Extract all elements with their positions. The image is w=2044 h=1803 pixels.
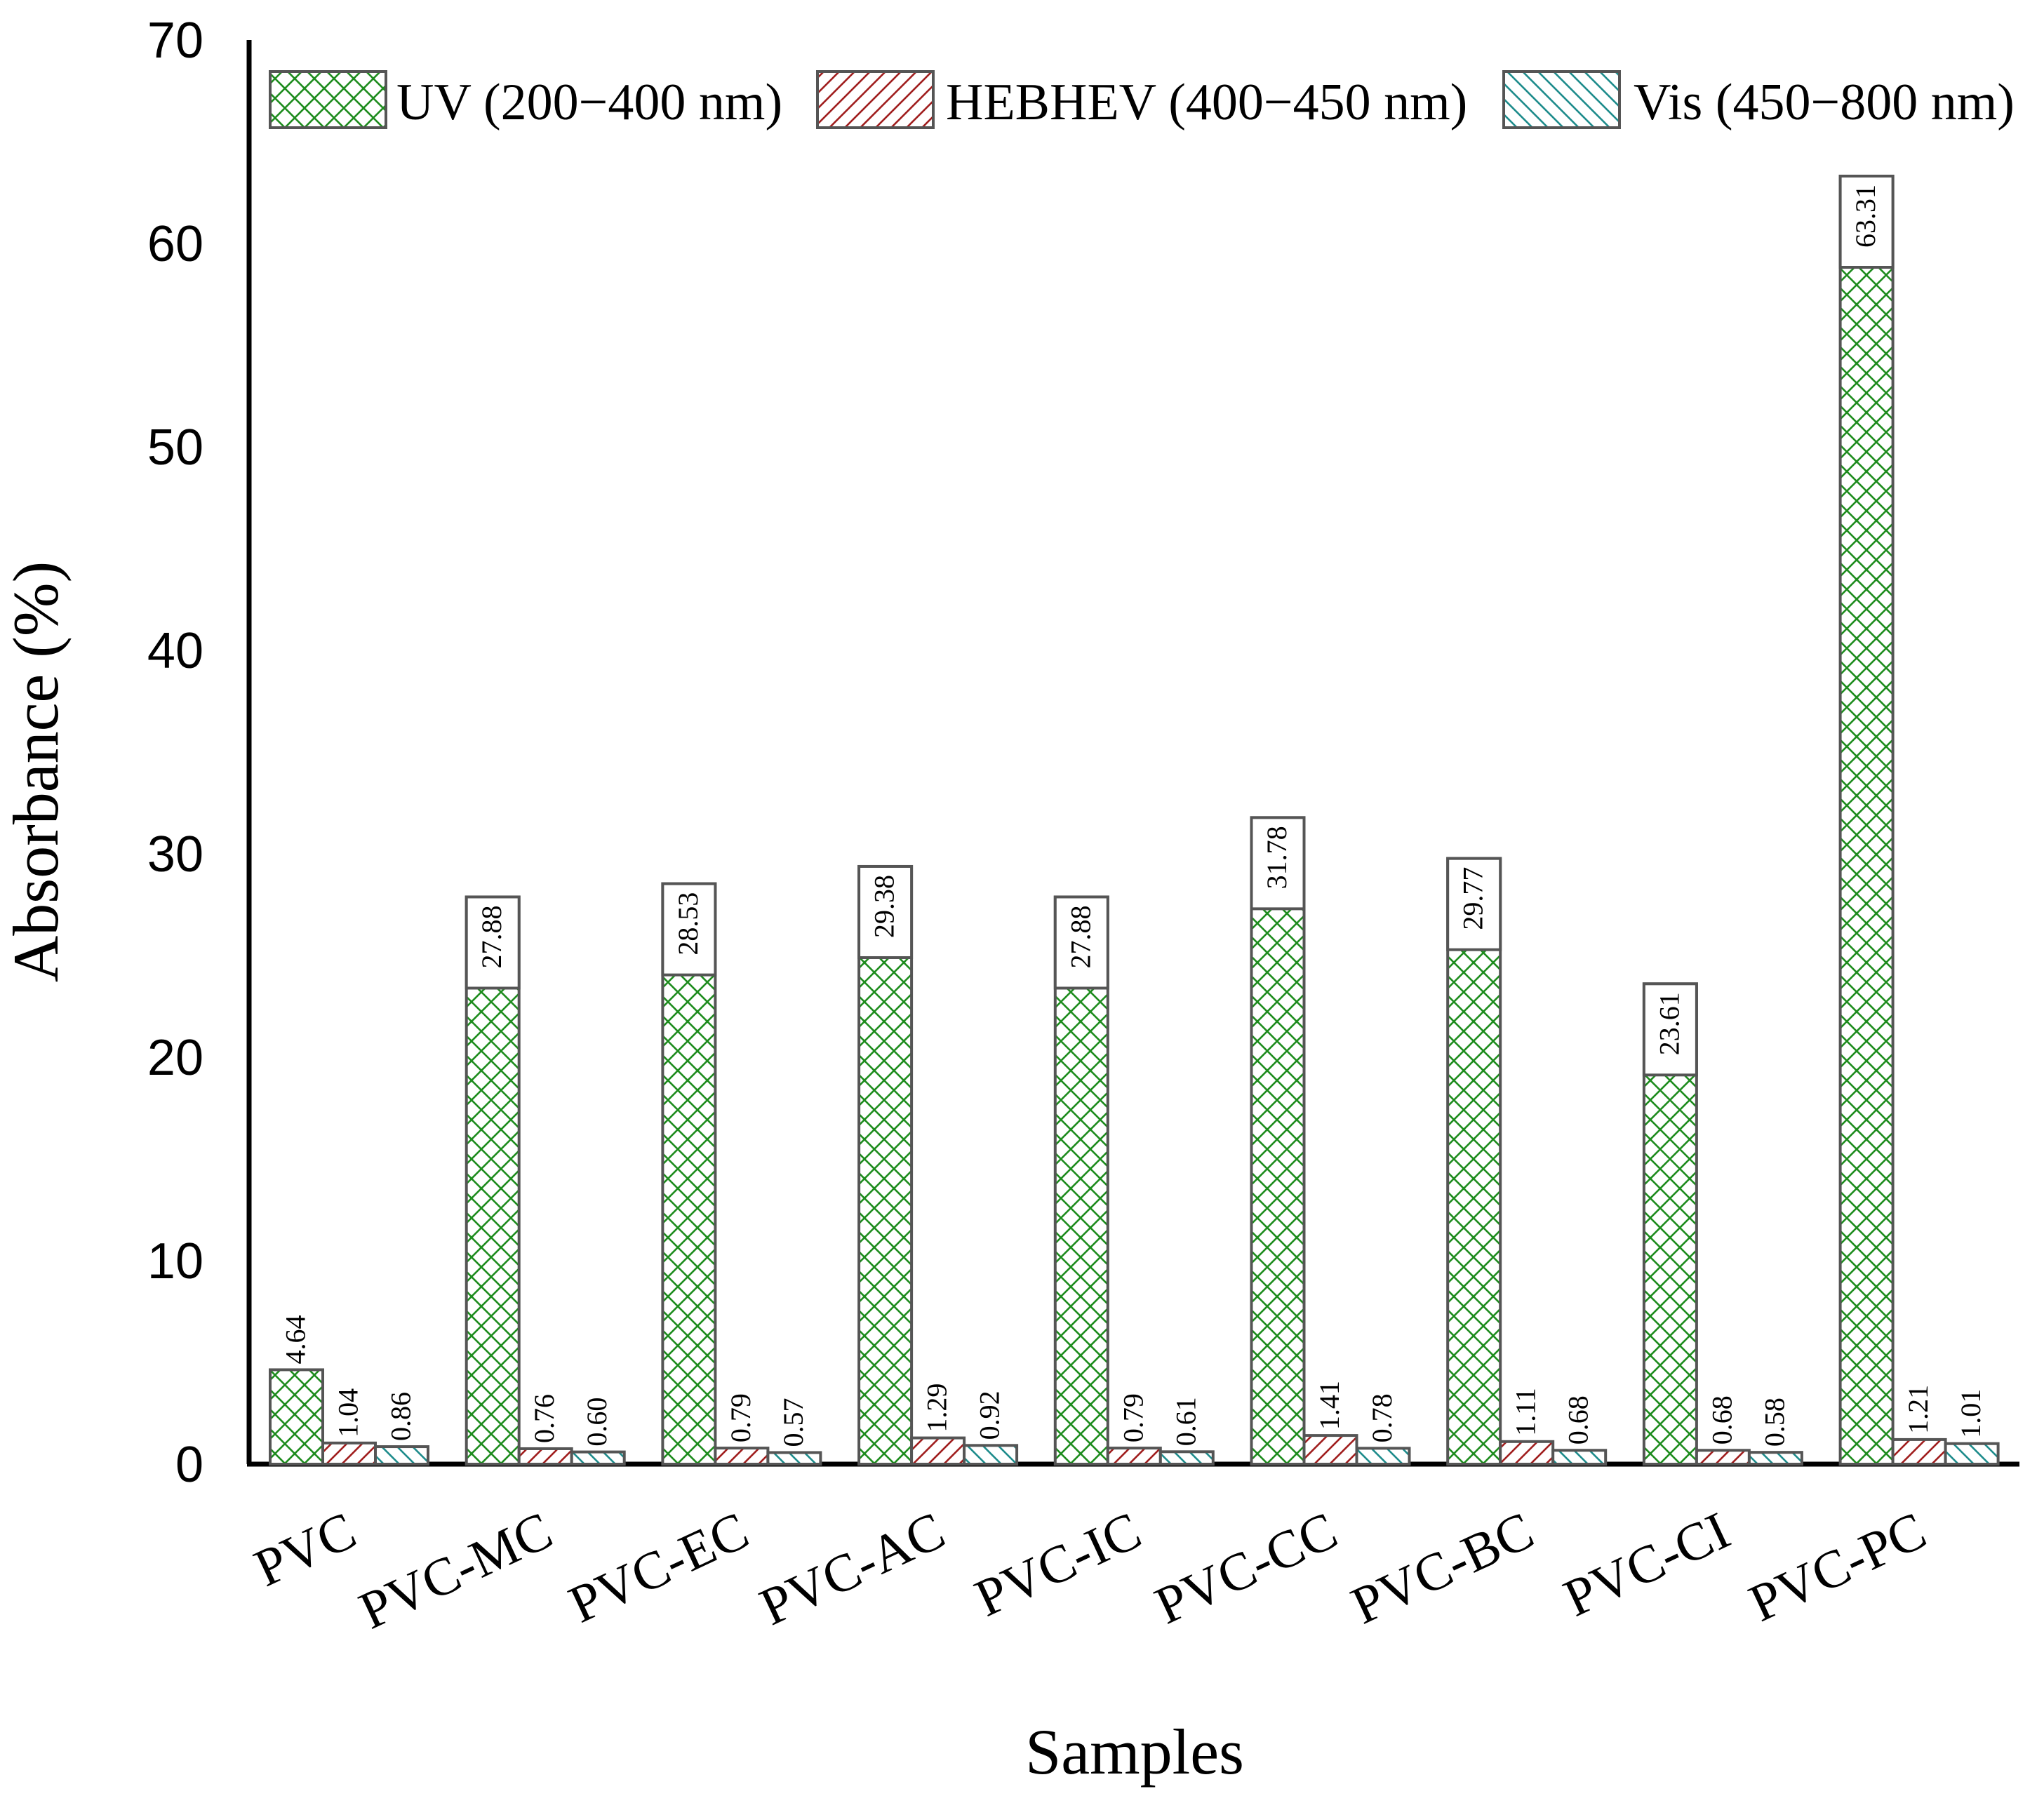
data-label-box-pvc-ic [1053, 895, 1109, 990]
data-label-uv-pvc-ic: 27.88 [1064, 905, 1096, 968]
bar-hebhev-pvc-bc [1499, 1440, 1555, 1466]
y-tick-label-70: 70 [147, 13, 203, 69]
x-tick-label-pvc-ec: PVC-EC [561, 1501, 757, 1634]
bar-vis-pvc-ec [766, 1451, 822, 1466]
data-label-box-pvc-cc [1250, 816, 1306, 911]
data-label-vis-pvc-ec: 0.57 [777, 1398, 809, 1447]
bar-vis-pvc-ac [963, 1444, 1019, 1466]
y-tick-label-10: 10 [147, 1233, 203, 1289]
data-label-uv-pvc-bc: 29.77 [1457, 867, 1489, 930]
bar-vis-pvc-pc [1944, 1442, 2000, 1466]
data-label-hebhev-pvc-mc: 0.76 [528, 1394, 560, 1443]
x-axis-title: Samples [1025, 1716, 1244, 1788]
data-label-uv-pvc: 4.64 [280, 1315, 312, 1364]
legend-swatch-vis [1502, 70, 1621, 129]
data-label-uv-pvc-cc: 31.78 [1261, 826, 1292, 889]
bar-uv-pvc-ic [1053, 895, 1109, 1466]
bar-hebhev-pvc [321, 1441, 377, 1466]
bar-group-pvc-ic: 27.88 0.79 0.61 [1053, 895, 1215, 1466]
data-label-hebhev-pvc-ic: 0.79 [1117, 1393, 1149, 1442]
data-label-vis-pvc-ac: 0.92 [974, 1390, 1006, 1440]
legend: UV (200−400 nm) HEBHEV (400−450 nm) Vis … [269, 70, 2015, 131]
x-tick-label-pvc-mc: PVC-MC [351, 1501, 561, 1640]
bar-group-pvc-mc: 27.88 0.76 0.60 [465, 895, 626, 1466]
bar-group-pvc-pc: 63.31 1.21 1.01 [1838, 175, 2000, 1466]
bar-vis-pvc [374, 1445, 429, 1466]
bar-group-pvc-ci: 23.61 0.68 0.58 [1642, 982, 1803, 1466]
data-label-vis-pvc-mc: 0.60 [581, 1398, 613, 1447]
y-tick-label-60: 60 [147, 216, 203, 272]
data-label-vis-pvc-pc: 1.01 [1955, 1389, 1986, 1438]
bar-uv-pvc-pc [1838, 175, 1895, 1466]
data-label-vis-pvc-ci: 0.58 [1758, 1398, 1790, 1447]
bar-group-pvc: 4.64 1.04 0.86 [269, 1315, 429, 1466]
legend-swatch-uv [269, 70, 387, 129]
data-label-box-pvc-ac [857, 864, 914, 959]
legend-label-uv: UV (200−400 nm) [396, 74, 782, 131]
bar-group-pvc-ac: 29.38 1.29 0.92 [857, 864, 1019, 1466]
bar-group-pvc-ec: 28.53 0.79 0.57 [661, 882, 822, 1466]
data-label-uv-pvc-ci: 23.61 [1653, 992, 1685, 1055]
bar-group-pvc-cc: 31.78 1.41 0.78 [1250, 816, 1411, 1466]
bar-hebhev-pvc-ec [714, 1447, 770, 1466]
x-tick-label-pvc-bc: PVC-BC [1343, 1501, 1542, 1635]
x-tick-label-pvc-ic: PVC-IC [966, 1501, 1149, 1628]
y-tick-label-30: 30 [147, 826, 203, 883]
bar-vis-pvc-mc [570, 1450, 626, 1466]
data-label-uv-pvc-ec: 28.53 [672, 892, 704, 956]
x-tick-label-pvc-cc: PVC-CC [1147, 1501, 1346, 1635]
legend-swatch-hebhev [816, 70, 935, 129]
data-label-hebhev-pvc-pc: 1.21 [1902, 1385, 1934, 1434]
data-label-hebhev-pvc-ci: 0.68 [1706, 1395, 1737, 1445]
legend-label-vis: Vis (450−800 nm) [1634, 74, 2015, 131]
data-label-box-pvc-bc [1446, 857, 1502, 951]
x-tick-label-pvc: PVC [246, 1501, 364, 1598]
bar-hebhev-pvc-ac [910, 1436, 966, 1466]
bar-vis-pvc-ic [1158, 1450, 1215, 1466]
x-tick-label-pvc-ac: PVC-AC [752, 1501, 954, 1637]
data-label-hebhev-pvc-ec: 0.79 [725, 1393, 756, 1442]
y-axis-title: Absorbance (%) [0, 561, 72, 982]
bar-uv-pvc [269, 1368, 324, 1466]
bar-uv-pvc-mc [465, 895, 521, 1466]
data-label-hebhev-pvc: 1.04 [333, 1388, 364, 1437]
data-label-hebhev-pvc-ac: 1.29 [921, 1383, 953, 1433]
x-tick-label-pvc-ci: PVC-CI [1555, 1501, 1738, 1628]
data-label-vis-pvc-ic: 0.61 [1170, 1397, 1201, 1446]
data-label-hebhev-pvc-cc: 1.41 [1314, 1381, 1345, 1430]
bar-uv-pvc-ec [661, 882, 717, 1466]
data-label-vis-pvc-cc: 0.78 [1366, 1393, 1398, 1442]
bar-groups: 4.64 1.04 0.86 27.88 0.76 0.60 28.53 0.79 0.57 29… [269, 175, 2000, 1466]
data-label-box-pvc-mc [465, 895, 521, 990]
bar-hebhev-pvc-ci [1695, 1449, 1751, 1466]
y-tick-label-20: 20 [147, 1030, 203, 1086]
y-tick-label-40: 40 [147, 623, 203, 679]
data-label-vis-pvc-bc: 0.68 [1563, 1395, 1594, 1445]
bar-uv-pvc-cc [1250, 816, 1306, 1466]
data-label-box-pvc-pc [1838, 175, 1895, 269]
y-tick-labels: 0 10 20 30 40 50 60 70 [147, 13, 203, 1493]
bar-vis-pvc-cc [1355, 1447, 1411, 1466]
y-tick-label-0: 0 [175, 1437, 203, 1493]
data-label-box-pvc-ec [661, 882, 717, 977]
data-label-hebhev-pvc-bc: 1.11 [1510, 1388, 1542, 1436]
data-label-uv-pvc-ac: 29.38 [869, 875, 900, 938]
bar-group-pvc-bc: 29.77 1.11 0.68 [1446, 857, 1608, 1466]
data-label-uv-pvc-mc: 27.88 [476, 905, 507, 968]
y-tick-label-50: 50 [147, 420, 203, 476]
bar-vis-pvc-bc [1551, 1449, 1608, 1466]
bar-hebhev-pvc-ic [1106, 1447, 1162, 1466]
data-label-vis-pvc: 0.86 [385, 1392, 417, 1441]
bar-hebhev-pvc-mc [517, 1447, 573, 1466]
data-label-box-pvc-ci [1642, 982, 1698, 1077]
x-tick-label-pvc-pc: PVC-PC [1741, 1501, 1935, 1633]
legend-label-hebhev: HEBHEV (400−450 nm) [946, 74, 1467, 131]
data-label-uv-pvc-pc: 63.31 [1850, 185, 1881, 248]
bar-hebhev-pvc-cc [1302, 1434, 1358, 1466]
bar-hebhev-pvc-pc [1891, 1437, 1947, 1466]
bar-vis-pvc-ci [1747, 1451, 1803, 1466]
